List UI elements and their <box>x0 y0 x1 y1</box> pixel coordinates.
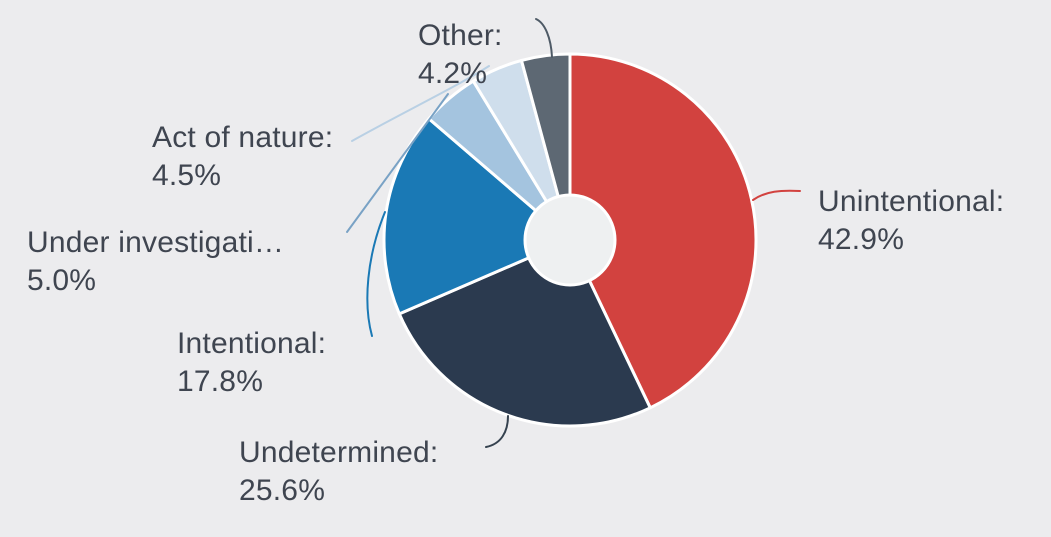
slice-label-undetermined: Undetermined: 25.6% <box>239 434 438 510</box>
leader-line-act-of-nature <box>351 65 490 142</box>
slice-label-name: Unintentional: <box>818 185 1005 218</box>
leader-line-unintentional <box>752 189 801 201</box>
slice-label-value: 4.5% <box>152 159 222 192</box>
slice-label-name: Undetermined: <box>239 436 439 469</box>
slice-other[interactable] <box>519 52 572 242</box>
slice-label-value: 25.6% <box>239 474 326 507</box>
slice-label-intentional: Intentional: 17.8% <box>177 325 326 401</box>
slice-intentional[interactable] <box>382 117 572 316</box>
leader-line-intentional <box>366 211 386 337</box>
slice-label-name: Under investigati… <box>27 226 285 259</box>
slice-label-act-of-nature: Act of nature: 4.5% <box>152 119 333 195</box>
slice-label-value: 17.8% <box>177 365 264 398</box>
slice-label-unintentional: Unintentional: 42.9% <box>818 183 1004 259</box>
slice-label-name: Act of nature: <box>152 121 334 154</box>
slice-label-name: Other: <box>418 19 503 52</box>
slice-label-other: Other: 4.2% <box>418 17 503 93</box>
slice-label-value: 5.0% <box>27 264 97 297</box>
leader-line-undetermined <box>485 415 509 448</box>
slice-undetermined[interactable] <box>397 238 652 428</box>
slice-unintentional[interactable] <box>568 52 758 410</box>
leader-line-under-investigation <box>346 93 449 233</box>
slice-label-name: Intentional: <box>177 327 327 360</box>
donut-hole <box>523 193 617 287</box>
slice-label-value: 4.2% <box>418 57 488 90</box>
slice-label-under-investigation: Under investigati… 5.0% <box>27 224 284 300</box>
slice-label-value: 42.9% <box>818 223 905 256</box>
leader-line-other <box>535 18 553 58</box>
